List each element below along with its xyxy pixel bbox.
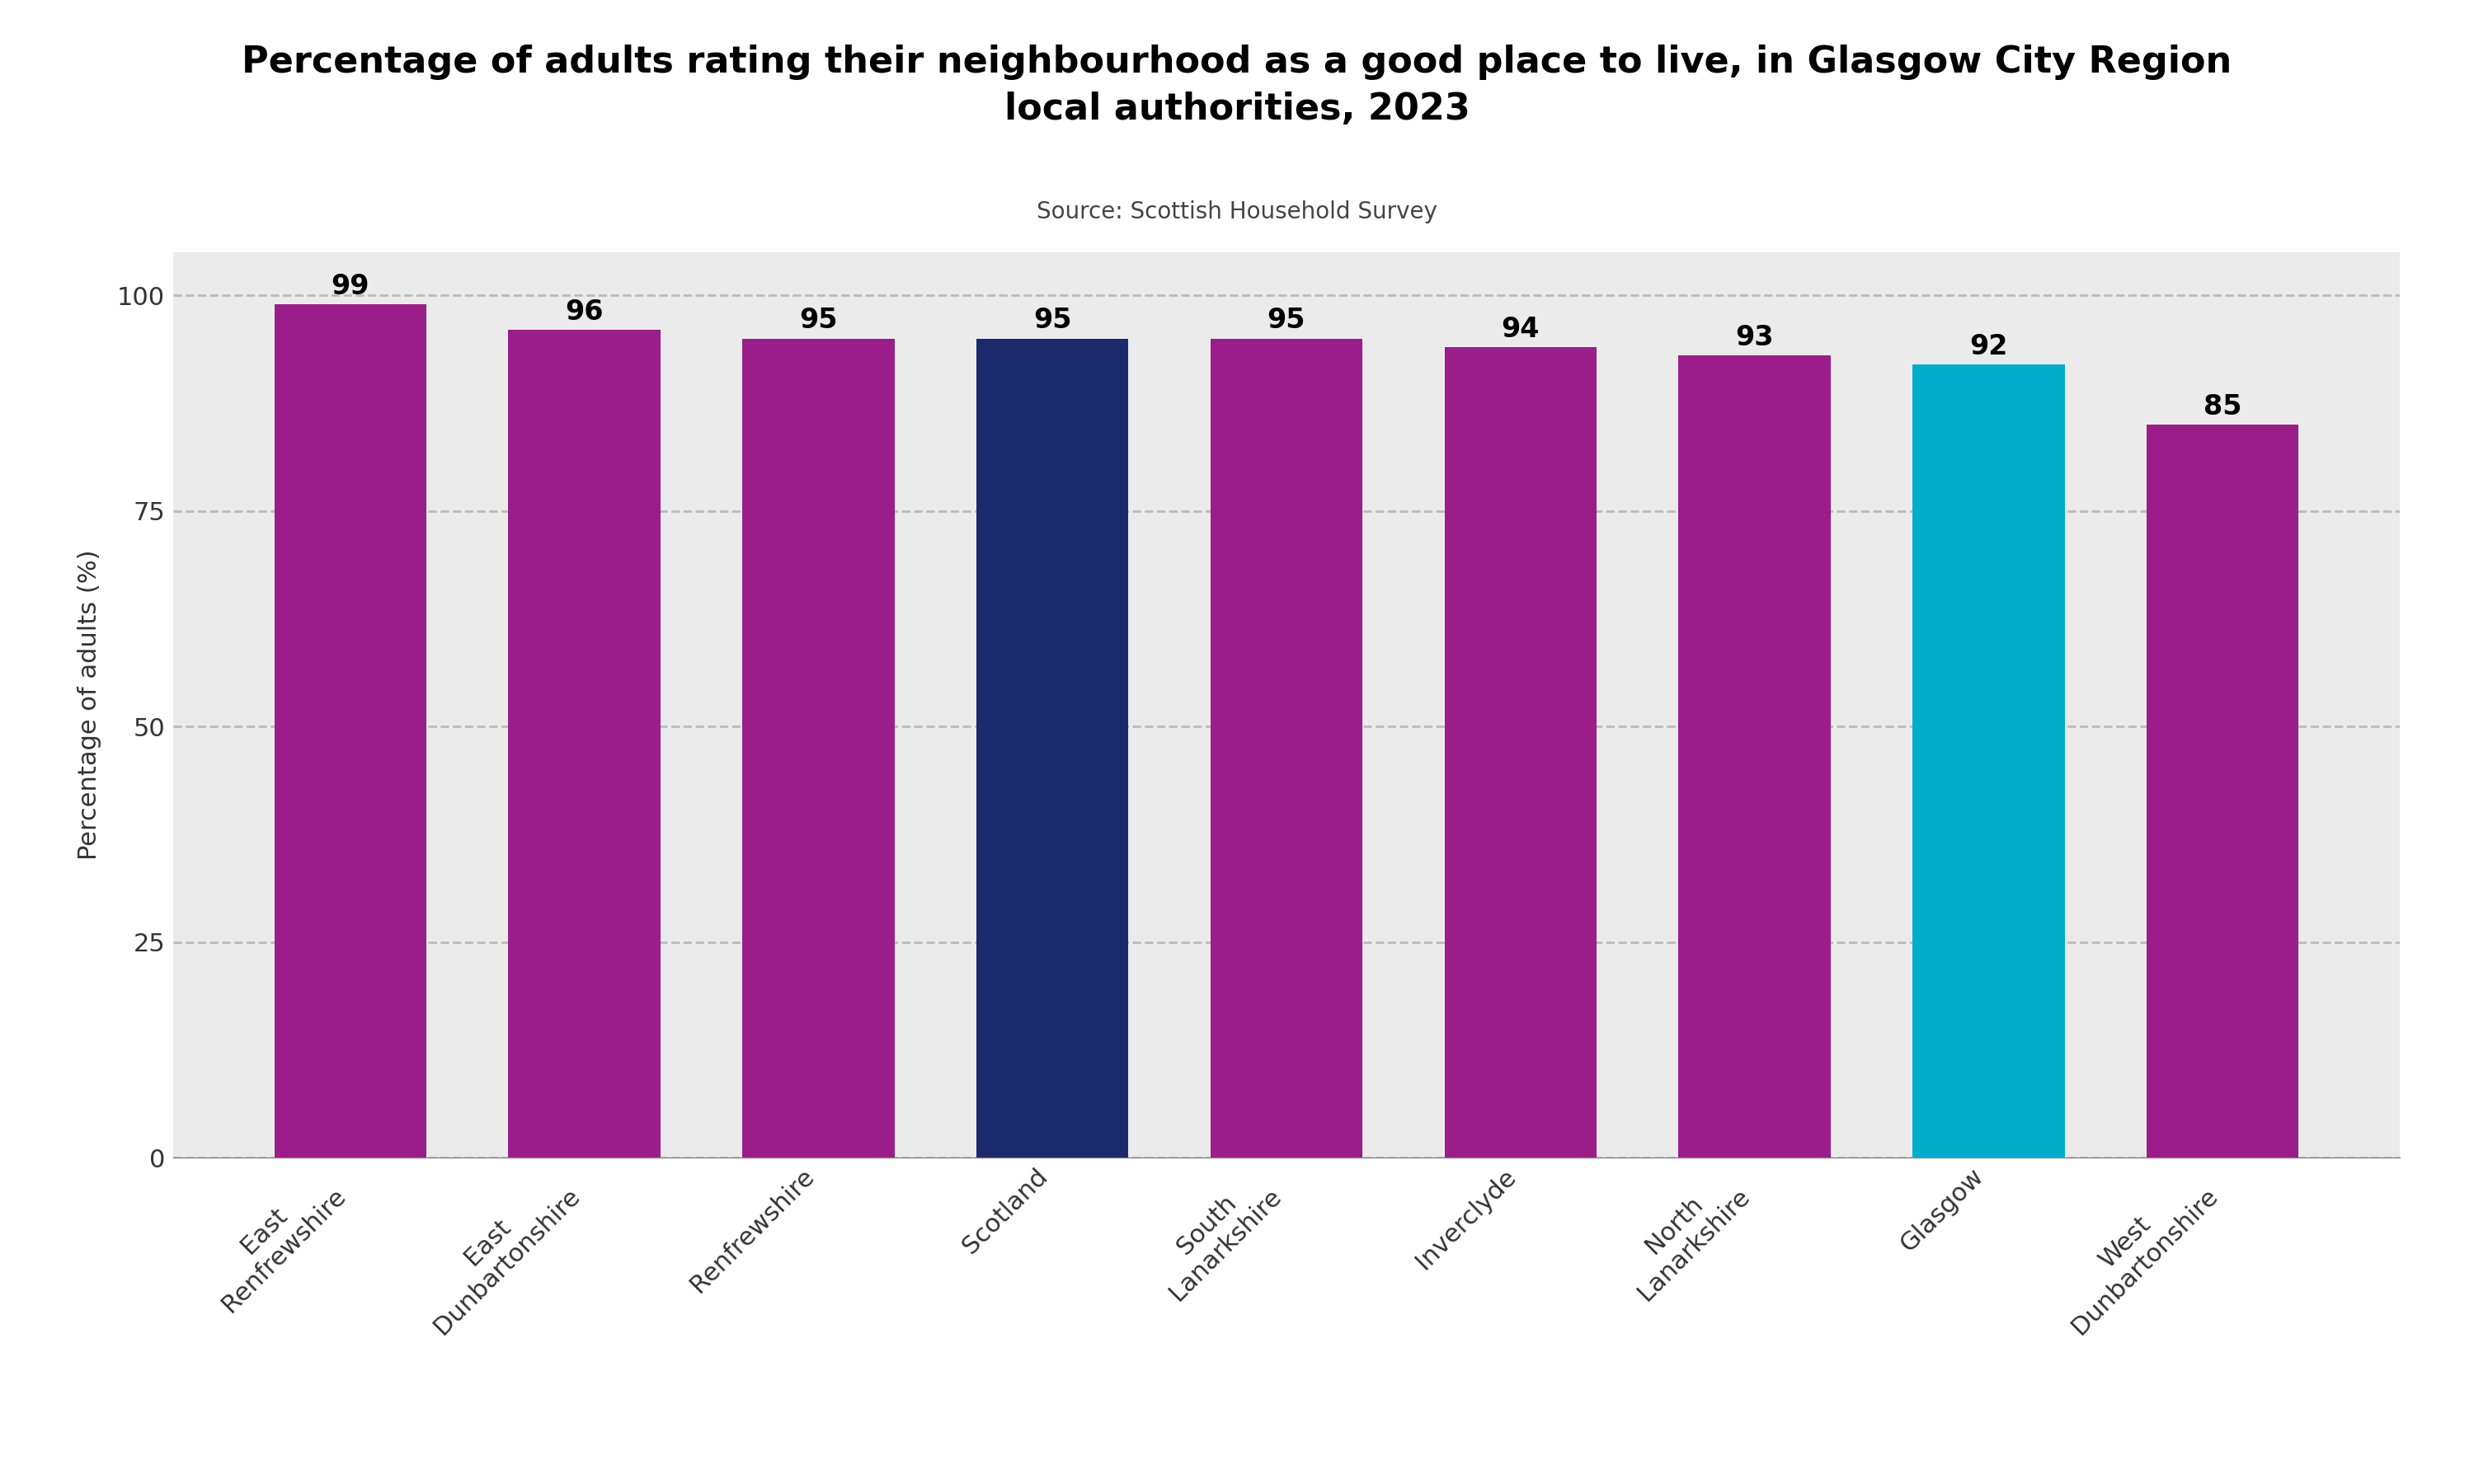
Text: 93: 93 <box>1734 324 1774 352</box>
Bar <box>2147 424 2298 1158</box>
Text: 95: 95 <box>799 307 839 334</box>
Text: Percentage of adults rating their neighbourhood as a good place to live, in Glas: Percentage of adults rating their neighb… <box>242 45 2232 126</box>
Text: 85: 85 <box>2204 393 2241 420</box>
Text: 99: 99 <box>332 273 369 300</box>
Text: 95: 95 <box>1034 307 1071 334</box>
Bar <box>1677 356 1831 1158</box>
Y-axis label: Percentage of adults (%): Percentage of adults (%) <box>77 549 101 861</box>
Text: 95: 95 <box>1267 307 1306 334</box>
Bar <box>742 338 896 1158</box>
Text: 94: 94 <box>1502 316 1539 343</box>
Bar <box>1912 365 2066 1158</box>
Text: Source: Scottish Household Survey: Source: Scottish Household Survey <box>1037 200 1437 224</box>
Bar <box>507 329 661 1158</box>
Text: 96: 96 <box>564 298 604 325</box>
Bar <box>977 338 1128 1158</box>
Text: 92: 92 <box>1969 332 2006 361</box>
Bar <box>1445 347 1596 1158</box>
Bar <box>1210 338 1363 1158</box>
Bar <box>275 304 426 1158</box>
